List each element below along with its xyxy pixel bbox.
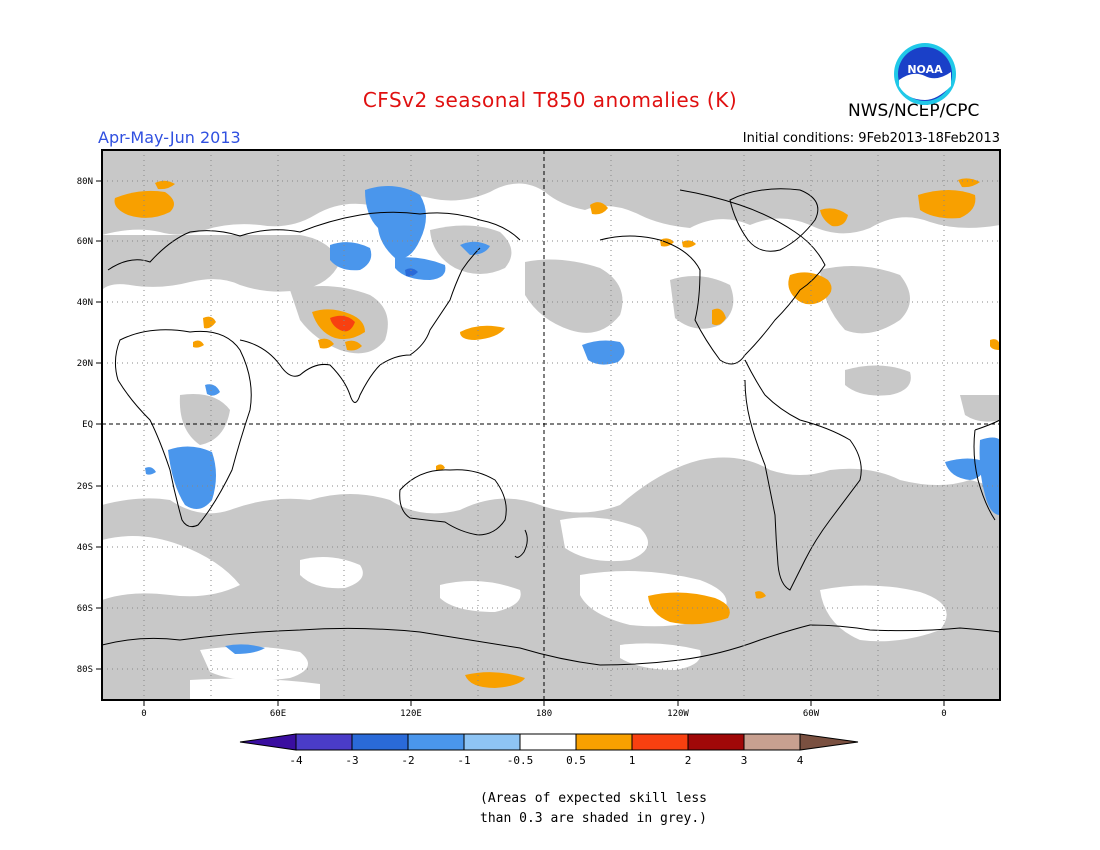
lat-label-80s: 80S: [77, 665, 93, 675]
colorbar-swatch-minus2: [407, 733, 465, 751]
colorbar-label: 3: [741, 754, 748, 767]
map-title: CFSv2 seasonal T850 anomalies (K): [362, 88, 738, 112]
grid-lines: [102, 150, 1000, 700]
colorbar: [239, 733, 859, 751]
lat-label-40s: 40S: [77, 543, 93, 553]
colorbar-label: -4: [289, 754, 303, 767]
colorbar-swatch-gt-plus4: [799, 733, 859, 751]
colorbar-label: 0.5: [566, 754, 586, 767]
low-skill-shading: [102, 150, 1000, 700]
lat-label-20s: 20S: [77, 482, 93, 492]
colorbar-swatch-neutral: [519, 733, 577, 751]
colorbar-label: 4: [797, 754, 804, 767]
lat-label-eq: EQ: [82, 420, 93, 430]
agency-label: NWS/NCEP/CPC: [848, 101, 980, 121]
noaa-logo: NOAA: [894, 43, 956, 105]
lon-label-0-right: 0: [941, 709, 946, 719]
lat-label-40n: 40N: [77, 298, 93, 308]
map-frame: [101, 149, 1001, 701]
lon-label-180: 180: [536, 709, 552, 719]
colorbar-labels: -4 -3 -2 -1 -0.5 0.5 1 2 3 4: [289, 754, 803, 767]
lat-label-60s: 60S: [77, 604, 93, 614]
skill-note-line1: (Areas of expected skill less: [480, 791, 707, 806]
colorbar-label: -2: [401, 754, 414, 767]
colorbar-label: -3: [345, 754, 358, 767]
lon-label-60e: 60E: [270, 709, 286, 719]
forecast-period: Apr-May-Jun 2013: [98, 128, 241, 147]
cool-anomaly-regions: [145, 186, 1000, 654]
strong-warm-anomaly: [330, 315, 355, 332]
warm-anomaly-regions: [114, 178, 1000, 688]
coastlines: [101, 188, 1001, 666]
colorbar-swatch-lt-minus4: [239, 733, 297, 751]
noaa-logo-text: NOAA: [907, 63, 943, 76]
colorbar-swatch-minus3: [351, 733, 409, 751]
colorbar-label: -0.5: [507, 754, 534, 767]
colorbar-label: -1: [457, 754, 470, 767]
moderate-cool-anomaly: [405, 268, 418, 277]
colorbar-label: 2: [685, 754, 692, 767]
colorbar-swatch-plus1: [631, 733, 689, 751]
lat-label-60n: 60N: [77, 237, 93, 247]
lon-label-60w: 60W: [803, 709, 820, 719]
initial-conditions: Initial conditions: 9Feb2013-18Feb2013: [742, 131, 1000, 146]
lat-label-80n: 80N: [77, 177, 93, 187]
colorbar-swatch-plus05: [575, 733, 633, 751]
reference-lines: [102, 150, 1000, 700]
lat-axis: 80N 60N 40N 20N EQ 20S 40S 60S 80S: [77, 177, 102, 675]
colorbar-swatch-minus4: [295, 733, 353, 751]
lat-label-20n: 20N: [77, 359, 93, 369]
lon-label-120w: 120W: [667, 709, 689, 719]
lon-label-0: 0: [141, 709, 146, 719]
lon-axis: 0 60E 120E 180 120W 60W 0: [141, 700, 947, 719]
colorbar-swatch-plus2: [687, 733, 745, 751]
colorbar-swatch-plus3: [743, 733, 801, 751]
colorbar-label: 1: [629, 754, 636, 767]
colorbar-swatch-minus1: [463, 733, 521, 751]
lon-label-120e: 120E: [400, 709, 422, 719]
skill-note-line2: than 0.3 are shaded in grey.): [480, 811, 707, 826]
